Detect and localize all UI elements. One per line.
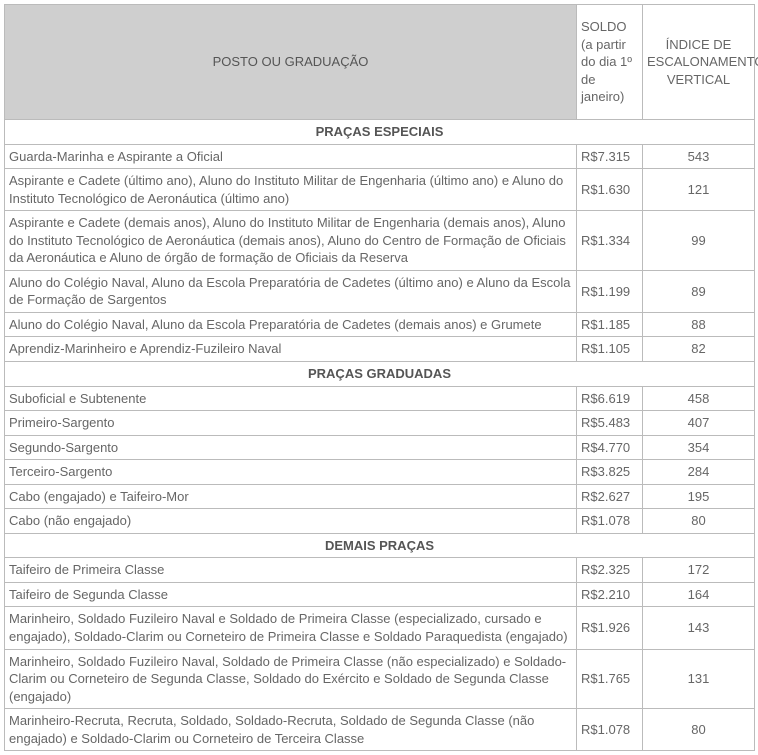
- cell-indice: 80: [643, 509, 755, 534]
- cell-soldo: R$3.825: [577, 460, 643, 485]
- table-row: Taifeiro de Primeira ClasseR$2.325172: [5, 558, 755, 583]
- cell-soldo: R$2.210: [577, 582, 643, 607]
- cell-indice: 99: [643, 211, 755, 271]
- cell-desc: Taifeiro de Segunda Classe: [5, 582, 577, 607]
- table-row: Segundo-SargentoR$4.770354: [5, 435, 755, 460]
- section-title: PRAÇAS GRADUADAS: [5, 362, 755, 387]
- cell-desc: Marinheiro, Soldado Fuzileiro Naval, Sol…: [5, 649, 577, 709]
- table-row: Aspirante e Cadete (demais anos), Aluno …: [5, 211, 755, 271]
- cell-indice: 172: [643, 558, 755, 583]
- cell-indice: 195: [643, 484, 755, 509]
- table-row: Primeiro-SargentoR$5.483407: [5, 411, 755, 436]
- cell-indice: 143: [643, 607, 755, 649]
- cell-desc: Marinheiro, Soldado Fuzileiro Naval e So…: [5, 607, 577, 649]
- cell-soldo: R$1.078: [577, 709, 643, 751]
- cell-desc: Primeiro-Sargento: [5, 411, 577, 436]
- cell-soldo: R$1.199: [577, 270, 643, 312]
- table-body: PRAÇAS ESPECIAISGuarda-Marinha e Aspiran…: [5, 120, 755, 751]
- cell-indice: 458: [643, 386, 755, 411]
- section-row: DEMAIS PRAÇAS: [5, 533, 755, 558]
- cell-soldo: R$1.105: [577, 337, 643, 362]
- cell-desc: Cabo (não engajado): [5, 509, 577, 534]
- cell-desc: Guarda-Marinha e Aspirante a Oficial: [5, 144, 577, 169]
- cell-indice: 543: [643, 144, 755, 169]
- table-row: Aprendiz-Marinheiro e Aprendiz-Fuzileiro…: [5, 337, 755, 362]
- cell-soldo: R$1.926: [577, 607, 643, 649]
- header-indice: ÍNDICE DE ESCALONAMENTO VERTICAL: [643, 5, 755, 120]
- section-title: PRAÇAS ESPECIAIS: [5, 120, 755, 145]
- cell-indice: 80: [643, 709, 755, 751]
- cell-soldo: R$6.619: [577, 386, 643, 411]
- table-row: Aspirante e Cadete (último ano), Aluno d…: [5, 169, 755, 211]
- table-row: Aluno do Colégio Naval, Aluno da Escola …: [5, 270, 755, 312]
- cell-soldo: R$4.770: [577, 435, 643, 460]
- cell-soldo: R$5.483: [577, 411, 643, 436]
- cell-soldo: R$1.078: [577, 509, 643, 534]
- table-row: Marinheiro, Soldado Fuzileiro Naval, Sol…: [5, 649, 755, 709]
- cell-desc: Aprendiz-Marinheiro e Aprendiz-Fuzileiro…: [5, 337, 577, 362]
- cell-desc: Aspirante e Cadete (último ano), Aluno d…: [5, 169, 577, 211]
- cell-indice: 121: [643, 169, 755, 211]
- section-title: DEMAIS PRAÇAS: [5, 533, 755, 558]
- cell-desc: Terceiro-Sargento: [5, 460, 577, 485]
- section-row: PRAÇAS ESPECIAIS: [5, 120, 755, 145]
- table-row: Aluno do Colégio Naval, Aluno da Escola …: [5, 312, 755, 337]
- cell-desc: Aluno do Colégio Naval, Aluno da Escola …: [5, 312, 577, 337]
- table-row: Marinheiro-Recruta, Recruta, Soldado, So…: [5, 709, 755, 751]
- cell-indice: 407: [643, 411, 755, 436]
- cell-desc: Cabo (engajado) e Taifeiro-Mor: [5, 484, 577, 509]
- cell-desc: Segundo-Sargento: [5, 435, 577, 460]
- cell-soldo: R$7.315: [577, 144, 643, 169]
- section-row: PRAÇAS GRADUADAS: [5, 362, 755, 387]
- table-row: Terceiro-SargentoR$3.825284: [5, 460, 755, 485]
- cell-desc: Taifeiro de Primeira Classe: [5, 558, 577, 583]
- table-row: Cabo (engajado) e Taifeiro-MorR$2.627195: [5, 484, 755, 509]
- header-soldo: SOLDO (a partir do dia 1º de janeiro): [577, 5, 643, 120]
- cell-desc: Aspirante e Cadete (demais anos), Aluno …: [5, 211, 577, 271]
- cell-indice: 354: [643, 435, 755, 460]
- cell-indice: 88: [643, 312, 755, 337]
- cell-soldo: R$1.630: [577, 169, 643, 211]
- table-row: Suboficial e SubtenenteR$6.619458: [5, 386, 755, 411]
- cell-desc: Aluno do Colégio Naval, Aluno da Escola …: [5, 270, 577, 312]
- table-row: Taifeiro de Segunda ClasseR$2.210164: [5, 582, 755, 607]
- cell-desc: Suboficial e Subtenente: [5, 386, 577, 411]
- cell-indice: 284: [643, 460, 755, 485]
- cell-indice: 131: [643, 649, 755, 709]
- cell-soldo: R$2.627: [577, 484, 643, 509]
- cell-soldo: R$1.765: [577, 649, 643, 709]
- table-row: Marinheiro, Soldado Fuzileiro Naval e So…: [5, 607, 755, 649]
- header-posto: POSTO OU GRADUAÇÃO: [5, 5, 577, 120]
- cell-indice: 164: [643, 582, 755, 607]
- cell-soldo: R$2.325: [577, 558, 643, 583]
- cell-desc: Marinheiro-Recruta, Recruta, Soldado, So…: [5, 709, 577, 751]
- cell-soldo: R$1.185: [577, 312, 643, 337]
- cell-indice: 89: [643, 270, 755, 312]
- cell-indice: 82: [643, 337, 755, 362]
- header-row: POSTO OU GRADUAÇÃO SOLDO (a partir do di…: [5, 5, 755, 120]
- salary-table: POSTO OU GRADUAÇÃO SOLDO (a partir do di…: [4, 4, 755, 751]
- table-row: Cabo (não engajado)R$1.07880: [5, 509, 755, 534]
- table-row: Guarda-Marinha e Aspirante a OficialR$7.…: [5, 144, 755, 169]
- cell-soldo: R$1.334: [577, 211, 643, 271]
